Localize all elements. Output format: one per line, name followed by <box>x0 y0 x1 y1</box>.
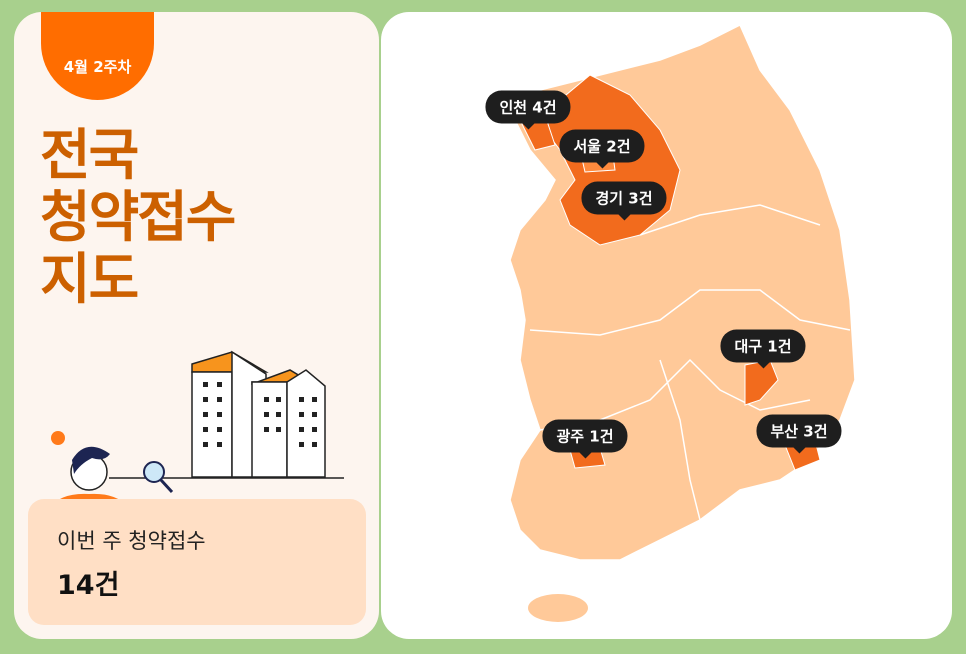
label-seoul[interactable]: 서울 2건 <box>559 129 645 169</box>
title-line: 지도 <box>40 247 139 311</box>
label-incheon[interactable]: 인천 4건 <box>485 90 571 130</box>
week-badge: 4월 2주차 <box>41 12 154 100</box>
region-jeju <box>528 594 588 622</box>
korea-map <box>509 23 856 622</box>
page-title: 전국 청약접수 지도 <box>40 123 236 311</box>
label-gyeonggi[interactable]: 경기 3건 <box>581 181 667 221</box>
summary-label: 이번 주 청약접수 <box>57 529 206 553</box>
title-line: 청약접수 <box>40 185 236 249</box>
label-daegu[interactable]: 대구 1건 <box>720 329 806 369</box>
label-gwangju[interactable]: 광주 1건 <box>542 419 628 459</box>
info-panel: 4월 2주차 전국 청약접수 지도 <box>14 12 379 639</box>
map-panel: 인천 4건 서울 2건 경기 3건 대구 1건 광주 1건 부산 3건 <box>381 12 952 639</box>
title-line: 전국 <box>40 123 139 187</box>
weekly-summary-card: 이번 주 청약접수 14건 <box>28 499 366 625</box>
label-busan[interactable]: 부산 3건 <box>756 414 842 454</box>
apartment-illustration <box>44 350 344 517</box>
summary-value: 14건 <box>57 570 120 601</box>
